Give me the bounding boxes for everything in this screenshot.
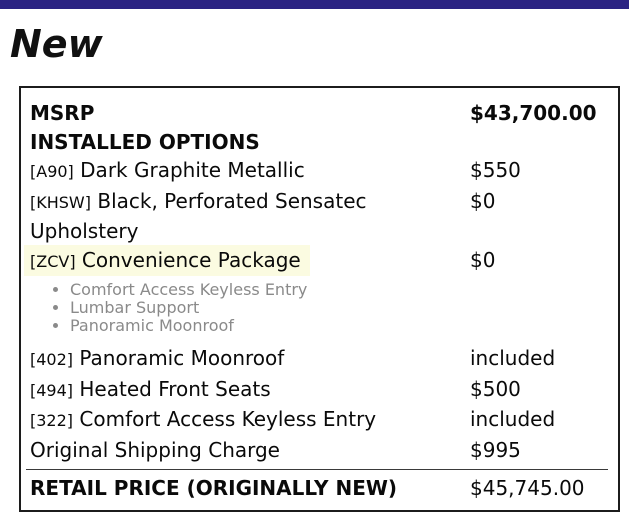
shipping-charge-label: Original Shipping Charge (30, 437, 280, 462)
option-row-494: [494] Heated Front Seats $500 (30, 375, 610, 406)
option-price: $550 (470, 158, 521, 182)
option-label: [A90] Dark Graphite Metallic (30, 156, 470, 187)
option-name: Dark Graphite Metallic (80, 158, 305, 182)
msrp-row: MSRP $43,700.00 (30, 99, 610, 128)
option-label: [402] Panoramic Moonroof (30, 344, 470, 375)
option-row-402: [402] Panoramic Moonroof included (30, 344, 610, 375)
option-code: [322] (30, 411, 74, 430)
option-price: $500 (470, 376, 521, 401)
msrp-value: $43,700.00 (470, 101, 597, 125)
option-name: Convenience Package (81, 247, 301, 272)
retail-price-value: $45,745.00 (470, 476, 585, 500)
option-row-322: [322] Comfort Access Keyless Entry inclu… (30, 405, 610, 436)
option-price: included (470, 407, 556, 431)
retail-price-row: RETAIL PRICE (ORIGINALLY NEW) $45,745.00 (30, 473, 610, 503)
bullet-item: Comfort Access Keyless Entry (70, 281, 610, 299)
page-title: New (10, 22, 103, 66)
option-code: [494] (30, 380, 74, 400)
option-label: [KHSW] Black, Perforated Sensatec Uphols… (30, 187, 470, 246)
retail-price-label: RETAIL PRICE (ORIGINALLY NEW) (30, 476, 398, 500)
option-code: [402] (30, 350, 74, 369)
option-name: Comfort Access Keyless Entry (79, 407, 377, 431)
bullet-item: Lumbar Support (70, 299, 610, 317)
pricing-box: MSRP $43,700.00 INSTALLED OPTIONS [A90] … (19, 86, 620, 512)
shipping-charge-row: Original Shipping Charge $995 (30, 436, 610, 465)
option-row-khsw: [KHSW] Black, Perforated Sensatec Uphols… (30, 187, 610, 246)
option-code: [ZCV] (30, 251, 76, 271)
option-price: $0 (470, 247, 496, 272)
shipping-charge-price: $995 (470, 437, 521, 462)
highlighted-option: [ZCV] Convenience Package (24, 244, 310, 276)
installed-options-header-row: INSTALLED OPTIONS (30, 128, 610, 157)
option-price: $0 (470, 188, 496, 213)
option-price: included (470, 346, 556, 370)
option-name: Heated Front Seats (79, 376, 271, 401)
option-label: [322] Comfort Access Keyless Entry (30, 405, 470, 436)
option-label: [ZCV] Convenience Package (24, 244, 470, 277)
top-accent-bar (0, 0, 629, 9)
msrp-label: MSRP (30, 101, 95, 125)
option-code: [KHSW] (30, 192, 91, 212)
total-divider (26, 469, 608, 470)
option-row-a90: [A90] Dark Graphite Metallic $550 (30, 156, 610, 187)
option-name: Black, Perforated Sensatec Upholstery (30, 188, 367, 244)
option-label: [494] Heated Front Seats (30, 375, 470, 406)
bullet-item: Panoramic Moonroof (70, 317, 610, 335)
option-name: Panoramic Moonroof (79, 346, 285, 370)
option-code: [A90] (30, 162, 74, 181)
installed-options-header: INSTALLED OPTIONS (30, 129, 260, 154)
option-row-zcv: [ZCV] Convenience Package $0 (24, 244, 610, 277)
package-bullet-list: Comfort Access Keyless Entry Lumbar Supp… (30, 281, 610, 335)
